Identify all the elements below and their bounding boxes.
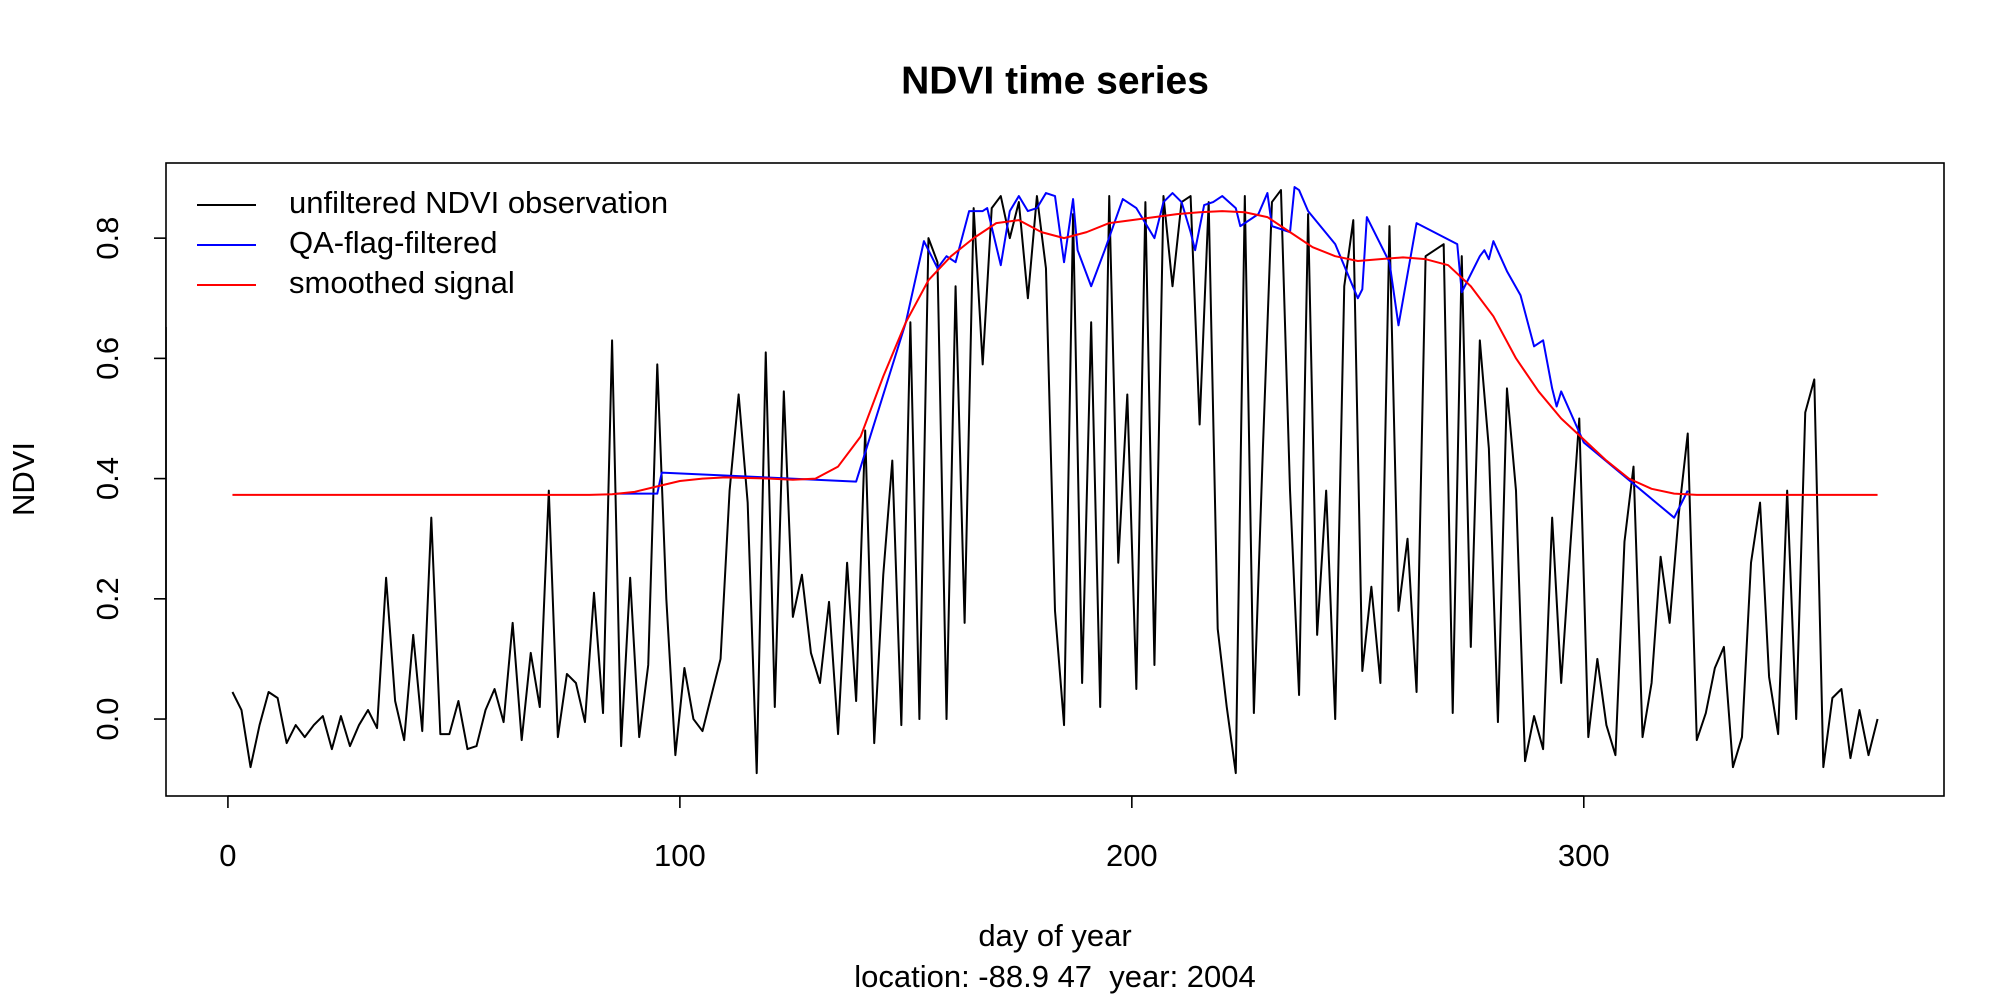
x-tick-label: 0 [219, 838, 236, 873]
legend-background [166, 163, 718, 327]
legend-label: QA-flag-filtered [289, 225, 497, 260]
plot-area [231, 186, 1879, 775]
y-tick-label: 0.2 [90, 577, 125, 620]
y-axis-label: NDVI [6, 442, 41, 516]
x-tick-label: 100 [654, 838, 706, 873]
series-line [616, 186, 1689, 519]
y-tick-label: 0.8 [90, 217, 125, 260]
y-tick-label: 0.4 [90, 457, 125, 500]
x-tick-label: 300 [1558, 838, 1610, 873]
chart-title: NDVI time series [901, 59, 1209, 102]
legend-label: smoothed signal [289, 265, 515, 300]
x-tick-label: 200 [1106, 838, 1158, 873]
plot-border [165, 162, 1945, 797]
y-tick-label: 0.0 [90, 697, 125, 740]
series-line [231, 189, 1879, 775]
subtitle: location: -88.9 47 year: 2004 [854, 959, 1256, 994]
series-line [232, 210, 1878, 496]
x-axis-label: day of year [978, 918, 1131, 953]
y-tick-label: 0.6 [90, 337, 125, 380]
legend-label: unfiltered NDVI observation [289, 185, 668, 220]
